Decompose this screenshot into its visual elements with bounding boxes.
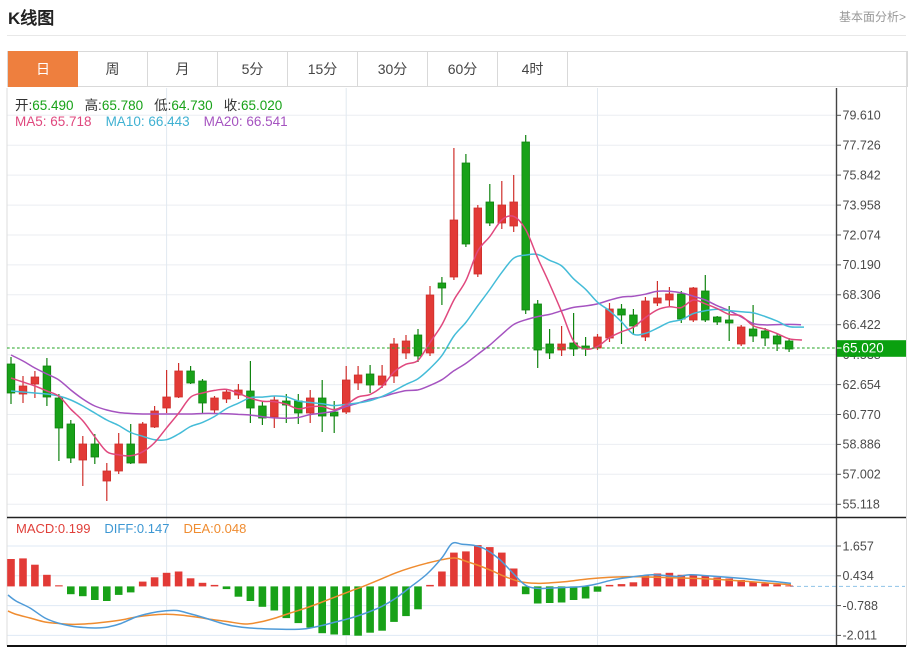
svg-text:66.422: 66.422 — [843, 318, 881, 332]
svg-text:55.118: 55.118 — [843, 498, 880, 512]
svg-text:62.654: 62.654 — [843, 378, 881, 392]
svg-text:0.434: 0.434 — [843, 569, 874, 583]
svg-text:72.074: 72.074 — [843, 228, 881, 242]
svg-text:57.002: 57.002 — [843, 468, 881, 482]
svg-text:1.657: 1.657 — [843, 539, 874, 553]
svg-text:65.020: 65.020 — [843, 341, 884, 356]
svg-text:77.726: 77.726 — [843, 139, 881, 153]
svg-text:-0.788: -0.788 — [843, 599, 878, 613]
svg-text:60.770: 60.770 — [843, 408, 881, 422]
svg-text:70.190: 70.190 — [843, 258, 881, 272]
svg-text:79.610: 79.610 — [843, 109, 881, 123]
svg-text:58.886: 58.886 — [843, 438, 881, 452]
svg-text:73.958: 73.958 — [843, 198, 881, 212]
svg-text:75.842: 75.842 — [843, 168, 881, 182]
svg-text:68.306: 68.306 — [843, 288, 881, 302]
svg-text:-2.011: -2.011 — [843, 629, 878, 643]
